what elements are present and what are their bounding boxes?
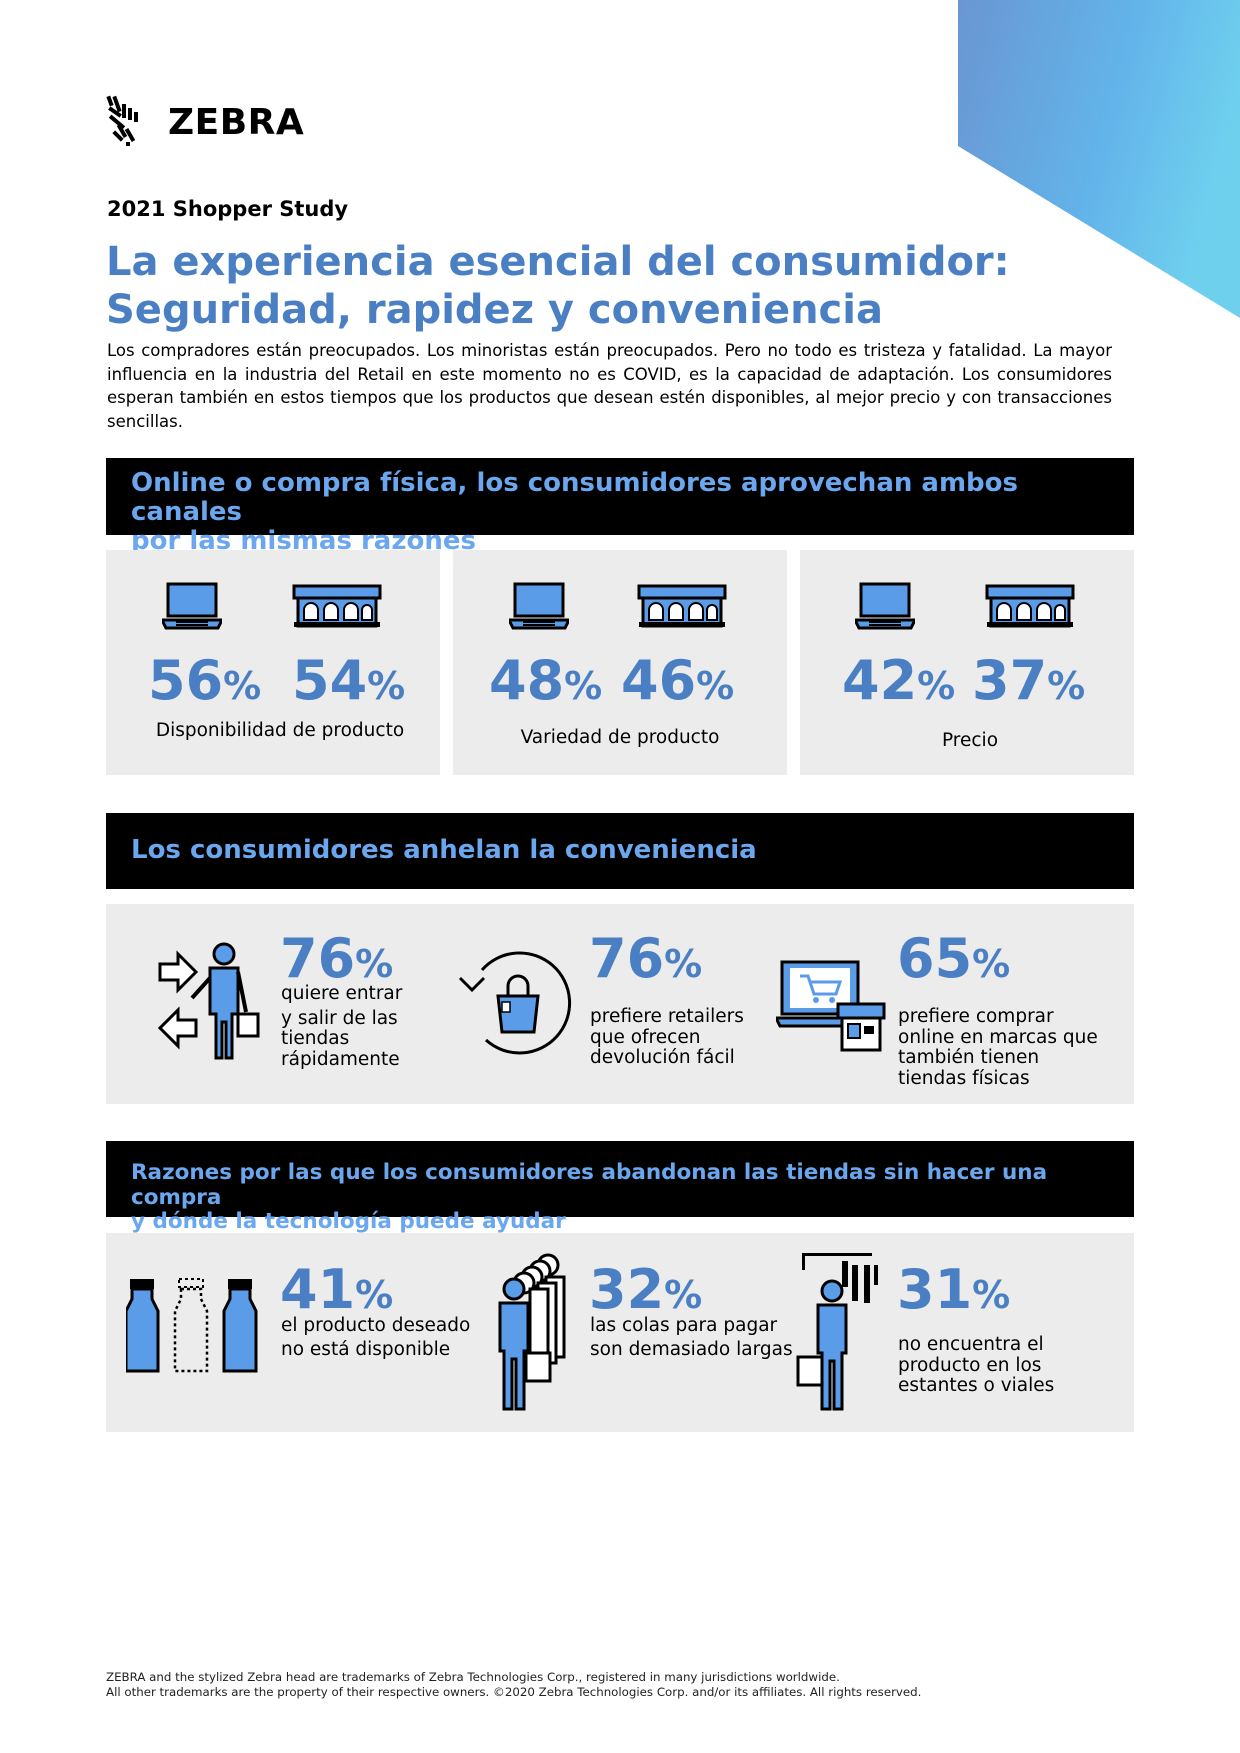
online-value: 48 xyxy=(489,649,565,712)
desc-line: quiere entrar xyxy=(281,983,403,1004)
desc-line: devolución fácil xyxy=(590,1047,735,1068)
percent-sign: % xyxy=(564,664,603,708)
online-percent: 56% xyxy=(148,654,261,713)
section3-heading-band: Razones por las que los consumidores aba… xyxy=(106,1141,1134,1234)
stat-value: 32% xyxy=(589,1263,702,1322)
desc-line: tiendas físicas xyxy=(898,1067,1030,1089)
stat-number: 32 xyxy=(589,1258,665,1321)
convenience-panel: 76% quiere entrar y salir de las tiendas… xyxy=(106,904,1134,1104)
stat-number: 65 xyxy=(897,927,973,990)
desc-line: no encuentra el xyxy=(898,1334,1044,1355)
storefront-icon xyxy=(637,584,727,628)
stat-description: el producto deseado no está disponible xyxy=(281,1314,470,1362)
stat-description: las colas para pagar son demasiado larga… xyxy=(590,1314,793,1362)
section2-heading-band: Los consumidores anhelan la conveniencia xyxy=(106,813,1134,889)
stat-number: 31 xyxy=(897,1258,973,1321)
percent-sign: % xyxy=(664,942,703,986)
stat-description: no encuentra el producto en los estantes… xyxy=(898,1334,1055,1397)
desc-line: no está disponible xyxy=(281,1339,451,1360)
page-title: La experiencia esencial del consumidor: … xyxy=(106,238,1146,334)
store-value: 46 xyxy=(621,649,697,712)
storefront-icon xyxy=(985,584,1075,628)
corner-gradient-decoration xyxy=(958,0,1240,318)
stat-value: 65% xyxy=(897,932,1010,991)
study-label: 2021 Shopper Study xyxy=(107,197,349,221)
percent-sign: % xyxy=(1047,664,1086,708)
stat-description: prefiere retailers que ofrecen devolució… xyxy=(590,1006,744,1069)
online-value: 56 xyxy=(148,649,224,712)
brand-name: ZEBRA xyxy=(168,101,305,143)
stat-value: 41% xyxy=(280,1263,393,1322)
checkout-queue-icon xyxy=(498,1253,566,1411)
card-caption: Variedad de producto xyxy=(520,727,720,748)
shopper-searching-shelves-icon xyxy=(796,1253,878,1411)
title-line-1: La experiencia esencial del consumidor: xyxy=(106,239,1010,285)
section3-heading-line-1: Razones por las que los consumidores aba… xyxy=(131,1160,1048,1210)
percent-sign: % xyxy=(696,664,735,708)
zebra-logo: ZEBRA xyxy=(106,94,304,150)
percent-sign: % xyxy=(355,942,394,986)
desc-line: rápidamente xyxy=(281,1048,400,1070)
zebra-head-icon xyxy=(106,95,138,146)
stat-description: quiere entrar y salir de las tiendas ráp… xyxy=(281,983,403,1070)
percent-sign: % xyxy=(917,664,956,708)
percent-sign: % xyxy=(972,1273,1011,1317)
desc-line: las colas para pagar xyxy=(590,1315,778,1336)
stat-number: 76 xyxy=(589,927,665,990)
desc-line: producto en los xyxy=(898,1354,1042,1376)
storefront-icon xyxy=(292,584,382,628)
legal-line-2: All other trademarks are the property of… xyxy=(106,1685,922,1699)
bottles-out-of-stock-icon xyxy=(126,1278,258,1373)
percent-sign: % xyxy=(972,942,1011,986)
section2-heading: Los consumidores anhelan la conveniencia xyxy=(131,835,757,865)
shopper-in-out-arrows-icon xyxy=(158,942,260,1060)
desc-line: también tienen xyxy=(898,1047,1040,1068)
desc-line: estantes o viales xyxy=(898,1375,1055,1396)
store-percent: 37% xyxy=(972,654,1085,713)
channel-card-price: 42% 37% Precio xyxy=(800,550,1134,775)
intro-paragraph: Los compradores están preocupados. Los m… xyxy=(107,341,1112,431)
card-caption: Disponibilidad de producto xyxy=(155,720,405,741)
stat-number: 41 xyxy=(280,1258,356,1321)
store-percent: 54% xyxy=(292,654,405,713)
percent-sign: % xyxy=(223,664,262,708)
title-line-2: Seguridad, rapidez y conveniencia xyxy=(106,287,883,333)
section1-heading-band: Online o compra física, los consumidores… xyxy=(106,458,1134,556)
laptop-icon xyxy=(162,582,222,630)
percent-sign: % xyxy=(664,1273,703,1317)
stat-number: 76 xyxy=(280,927,356,990)
laptop-icon xyxy=(509,582,569,630)
desc-line: tiendas xyxy=(281,1028,350,1049)
desc-line: son demasiado largas xyxy=(590,1339,793,1360)
desc-line: online en marcas que xyxy=(898,1026,1098,1048)
store-value: 54 xyxy=(292,649,368,712)
store-percent: 46% xyxy=(621,654,734,713)
online-cart-store-icon xyxy=(776,960,886,1052)
desc-line: el producto deseado xyxy=(281,1315,471,1336)
legal-line-1: ZEBRA and the stylized Zebra head are tr… xyxy=(106,1670,840,1684)
channel-card-availability: 56% 54% Disponibilidad de producto xyxy=(106,550,440,775)
store-value: 37 xyxy=(972,649,1048,712)
abandon-reasons-panel: 41% el producto deseado no está disponib… xyxy=(106,1233,1134,1432)
desc-line: prefiere comprar xyxy=(898,1006,1054,1027)
desc-line: que ofrecen xyxy=(590,1026,701,1048)
desc-line: prefiere retailers xyxy=(590,1006,744,1027)
stat-value: 76% xyxy=(280,932,393,991)
section3-heading-line-2: y dónde la tecnología puede ayudar xyxy=(131,1209,566,1234)
laptop-icon xyxy=(855,582,915,630)
stat-value: 31% xyxy=(897,1263,1010,1322)
stat-description: prefiere comprar online en marcas que ta… xyxy=(898,1006,1098,1089)
stat-value: 76% xyxy=(589,932,702,991)
online-percent: 42% xyxy=(842,654,955,713)
return-bag-icon xyxy=(458,951,572,1055)
percent-sign: % xyxy=(367,664,406,708)
channel-card-variety: 48% 46% Variedad de producto xyxy=(453,550,787,775)
online-percent: 48% xyxy=(489,654,602,713)
section1-heading-line-1: Online o compra física, los consumidores… xyxy=(131,468,1019,527)
desc-line: y salir de las xyxy=(281,1007,398,1029)
percent-sign: % xyxy=(355,1273,394,1317)
legal-footer: ZEBRA and the stylized Zebra head are tr… xyxy=(106,1670,921,1700)
online-value: 42 xyxy=(842,649,918,712)
card-caption: Precio xyxy=(941,730,999,751)
